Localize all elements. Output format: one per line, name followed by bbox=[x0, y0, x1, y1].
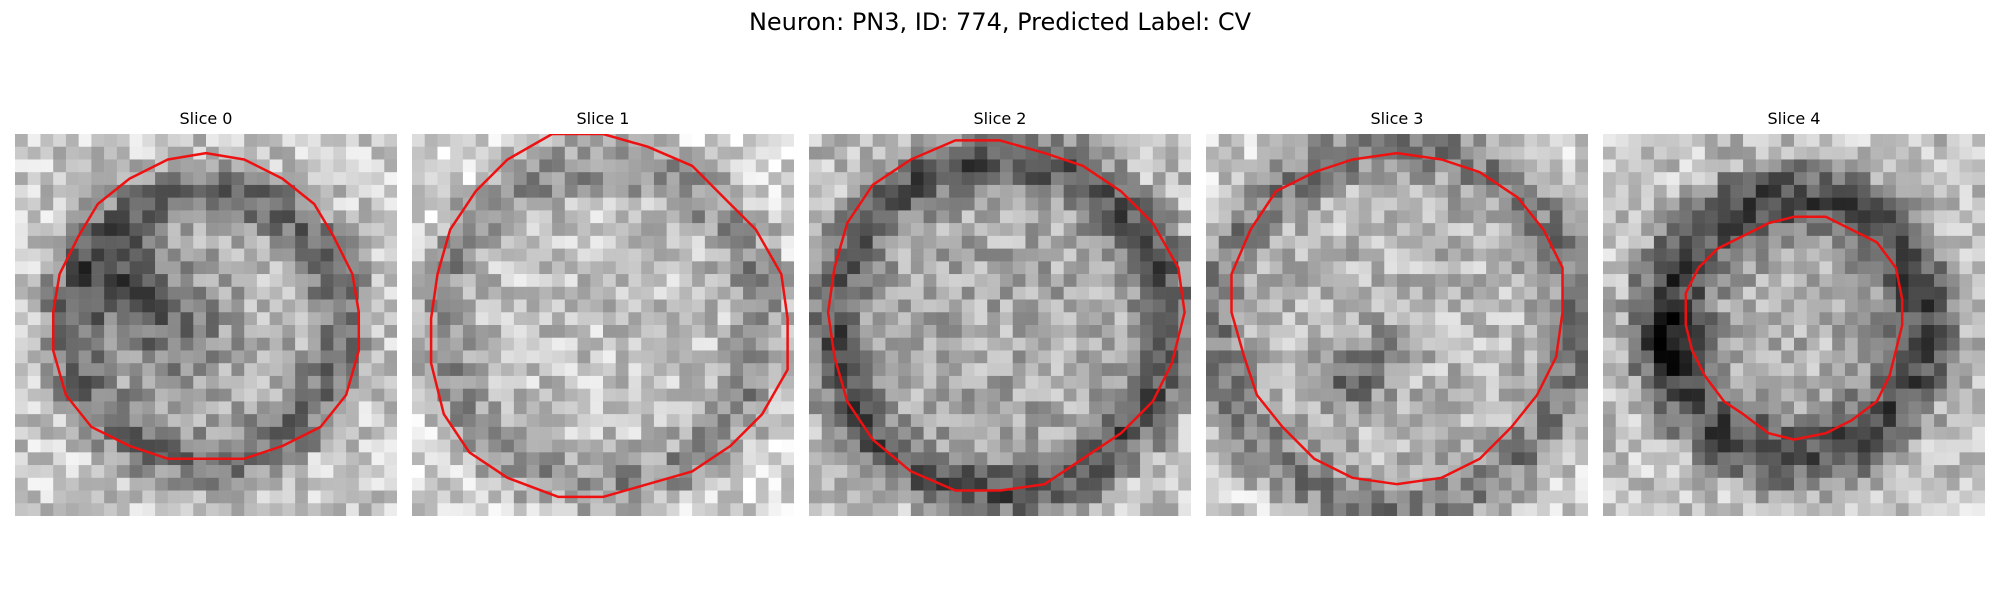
slice-title: Slice 0 bbox=[179, 109, 233, 128]
segmentation-contour bbox=[1230, 151, 1564, 486]
slice-image bbox=[15, 134, 397, 516]
slice-panel-3: Slice 3 bbox=[1206, 108, 1588, 516]
figure-title: Neuron: PN3, ID: 774, Predicted Label: C… bbox=[748, 8, 1252, 36]
segmentation-contour bbox=[1684, 215, 1904, 441]
slice-title: Slice 2 bbox=[973, 109, 1027, 128]
slice-panel-4: Slice 4 bbox=[1603, 108, 1985, 516]
segmentation-contour bbox=[51, 151, 361, 460]
slice-panel-2: Slice 2 bbox=[809, 108, 1191, 516]
slice-title: Slice 1 bbox=[576, 109, 630, 128]
slice-title: Slice 4 bbox=[1767, 109, 1821, 128]
slice-panel-0: Slice 0 bbox=[15, 108, 397, 516]
slice-image bbox=[1603, 134, 1985, 516]
slice-title: Slice 3 bbox=[1370, 109, 1424, 128]
slice-image bbox=[412, 134, 794, 516]
slice-panel-1: Slice 1 bbox=[412, 108, 794, 516]
segmentation-contour bbox=[826, 139, 1186, 492]
segmentation-contour bbox=[429, 134, 789, 499]
slice-image bbox=[1206, 134, 1588, 516]
slice-image bbox=[809, 134, 1191, 516]
